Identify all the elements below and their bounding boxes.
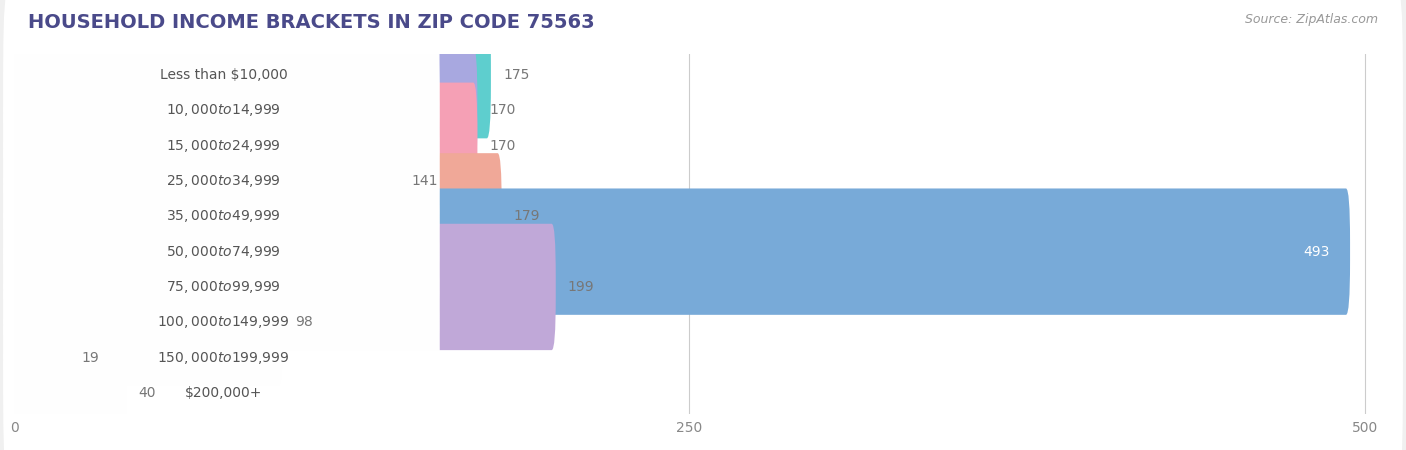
Text: 175: 175 — [503, 68, 530, 82]
Text: 179: 179 — [513, 209, 540, 223]
FancyBboxPatch shape — [7, 14, 440, 207]
FancyBboxPatch shape — [10, 259, 283, 385]
FancyBboxPatch shape — [7, 261, 440, 450]
Text: $75,000 to $99,999: $75,000 to $99,999 — [166, 279, 281, 295]
FancyBboxPatch shape — [7, 190, 440, 384]
FancyBboxPatch shape — [7, 119, 440, 313]
FancyBboxPatch shape — [3, 95, 1403, 267]
FancyBboxPatch shape — [3, 307, 1403, 450]
Text: 199: 199 — [568, 280, 595, 294]
FancyBboxPatch shape — [3, 236, 1403, 408]
Text: $25,000 to $34,999: $25,000 to $34,999 — [166, 173, 281, 189]
Text: $35,000 to $49,999: $35,000 to $49,999 — [166, 208, 281, 225]
FancyBboxPatch shape — [7, 296, 440, 450]
FancyBboxPatch shape — [10, 153, 502, 279]
Text: Source: ZipAtlas.com: Source: ZipAtlas.com — [1244, 14, 1378, 27]
Text: $50,000 to $74,999: $50,000 to $74,999 — [166, 243, 281, 260]
FancyBboxPatch shape — [3, 201, 1403, 373]
FancyBboxPatch shape — [3, 60, 1403, 232]
Text: $200,000+: $200,000+ — [184, 386, 262, 400]
FancyBboxPatch shape — [10, 224, 555, 350]
FancyBboxPatch shape — [10, 189, 1350, 315]
FancyBboxPatch shape — [7, 84, 440, 278]
Text: $15,000 to $24,999: $15,000 to $24,999 — [166, 138, 281, 154]
FancyBboxPatch shape — [3, 24, 1403, 197]
FancyBboxPatch shape — [7, 225, 440, 419]
Text: $10,000 to $14,999: $10,000 to $14,999 — [166, 103, 281, 118]
Text: 141: 141 — [411, 174, 437, 188]
Text: Less than $10,000: Less than $10,000 — [159, 68, 287, 82]
FancyBboxPatch shape — [3, 166, 1403, 338]
FancyBboxPatch shape — [3, 130, 1403, 302]
Text: 170: 170 — [489, 104, 516, 117]
FancyBboxPatch shape — [10, 330, 127, 450]
Text: 98: 98 — [295, 315, 312, 329]
FancyBboxPatch shape — [10, 12, 491, 138]
Text: 493: 493 — [1303, 245, 1330, 259]
FancyBboxPatch shape — [3, 271, 1403, 444]
FancyBboxPatch shape — [10, 83, 478, 209]
FancyBboxPatch shape — [7, 0, 440, 172]
Text: HOUSEHOLD INCOME BRACKETS IN ZIP CODE 75563: HOUSEHOLD INCOME BRACKETS IN ZIP CODE 75… — [28, 14, 595, 32]
FancyBboxPatch shape — [7, 49, 440, 243]
Text: $150,000 to $199,999: $150,000 to $199,999 — [157, 350, 290, 365]
Text: $100,000 to $149,999: $100,000 to $149,999 — [157, 314, 290, 330]
FancyBboxPatch shape — [7, 155, 440, 349]
FancyBboxPatch shape — [10, 118, 399, 244]
FancyBboxPatch shape — [10, 294, 69, 421]
Text: 40: 40 — [138, 386, 156, 400]
FancyBboxPatch shape — [10, 47, 478, 174]
FancyBboxPatch shape — [3, 0, 1403, 161]
Text: 19: 19 — [82, 351, 100, 364]
Text: 170: 170 — [489, 139, 516, 153]
